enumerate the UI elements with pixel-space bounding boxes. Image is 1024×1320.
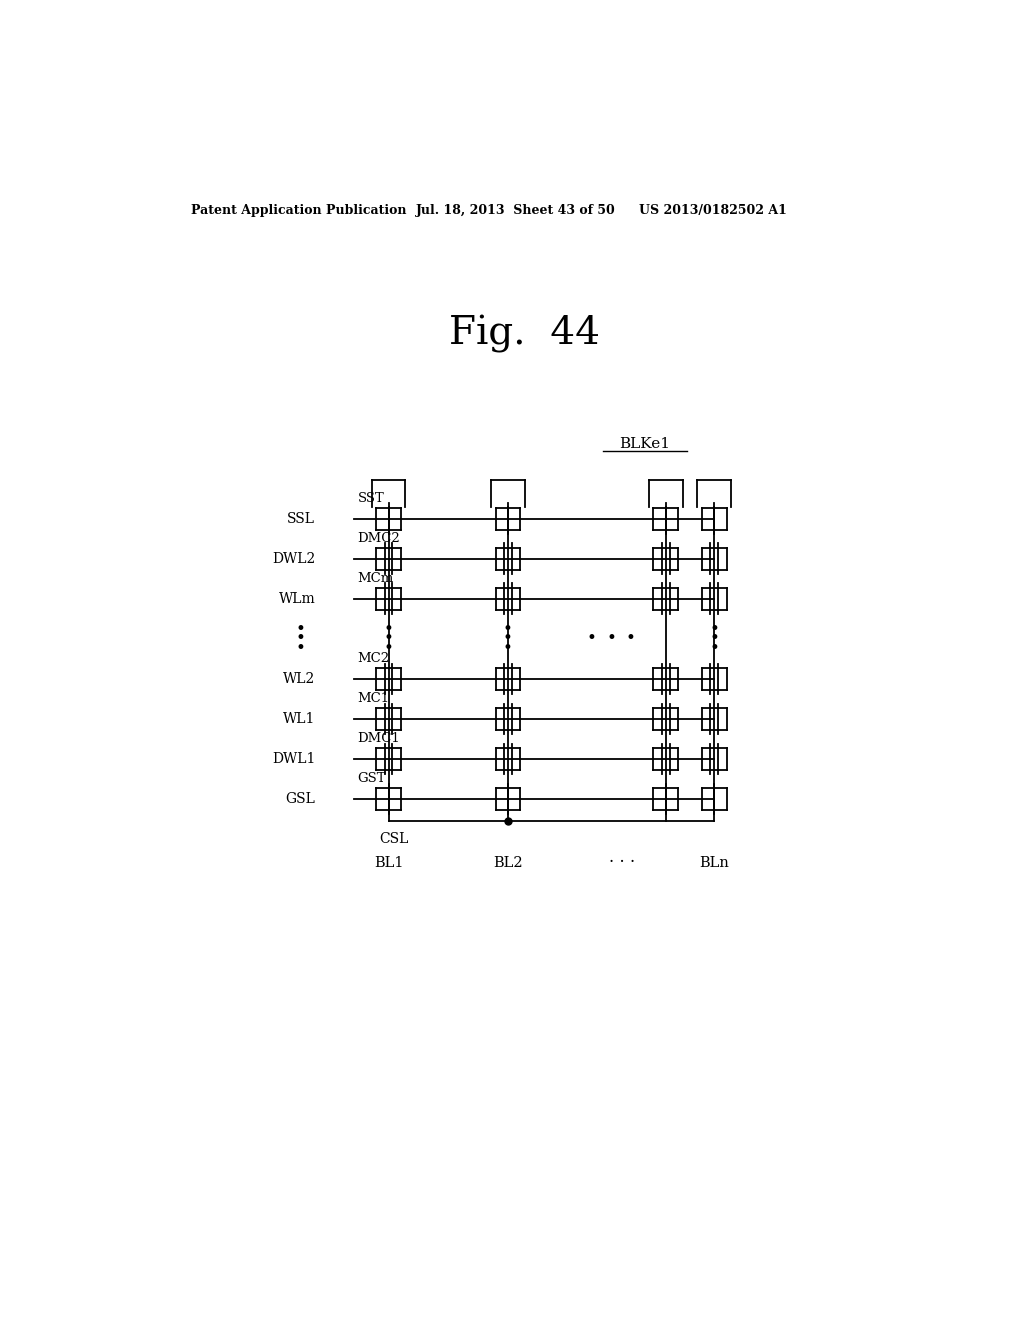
Text: CSL: CSL	[379, 832, 409, 846]
Text: •: •	[710, 631, 719, 647]
Text: •: •	[503, 631, 513, 647]
Text: WL2: WL2	[283, 672, 315, 686]
Text: •: •	[384, 631, 393, 647]
Text: · · ·: · · ·	[609, 854, 636, 871]
Text: •: •	[626, 631, 635, 647]
Text: MC1: MC1	[357, 692, 390, 705]
Text: BL1: BL1	[374, 855, 403, 870]
Text: •: •	[710, 640, 719, 656]
Text: •: •	[295, 622, 305, 638]
Text: •: •	[710, 622, 719, 638]
Text: US 2013/0182502 A1: US 2013/0182502 A1	[639, 205, 786, 218]
Text: Fig.  44: Fig. 44	[450, 315, 600, 352]
Text: GSL: GSL	[286, 792, 315, 807]
Text: WL1: WL1	[283, 711, 315, 726]
Text: •: •	[503, 640, 513, 656]
Text: •: •	[384, 640, 393, 656]
Text: •: •	[384, 622, 393, 638]
Text: Jul. 18, 2013  Sheet 43 of 50: Jul. 18, 2013 Sheet 43 of 50	[416, 205, 615, 218]
Text: Patent Application Publication: Patent Application Publication	[190, 205, 407, 218]
Text: WLm: WLm	[279, 591, 315, 606]
Text: MCm: MCm	[357, 572, 394, 585]
Text: BLn: BLn	[699, 855, 729, 870]
Text: •: •	[295, 640, 305, 656]
Text: BLKe1: BLKe1	[620, 437, 671, 451]
Text: •: •	[295, 631, 305, 647]
Text: GST: GST	[357, 772, 386, 785]
Text: •: •	[606, 631, 616, 647]
Text: •: •	[587, 631, 597, 647]
Text: DMC1: DMC1	[357, 733, 400, 744]
Text: DWL1: DWL1	[272, 752, 315, 766]
Text: DWL2: DWL2	[272, 552, 315, 566]
Text: MC2: MC2	[357, 652, 390, 665]
Text: BL2: BL2	[493, 855, 522, 870]
Text: SSL: SSL	[288, 512, 315, 525]
Text: DMC2: DMC2	[357, 532, 400, 545]
Text: SST: SST	[357, 492, 384, 506]
Text: •: •	[503, 622, 513, 638]
